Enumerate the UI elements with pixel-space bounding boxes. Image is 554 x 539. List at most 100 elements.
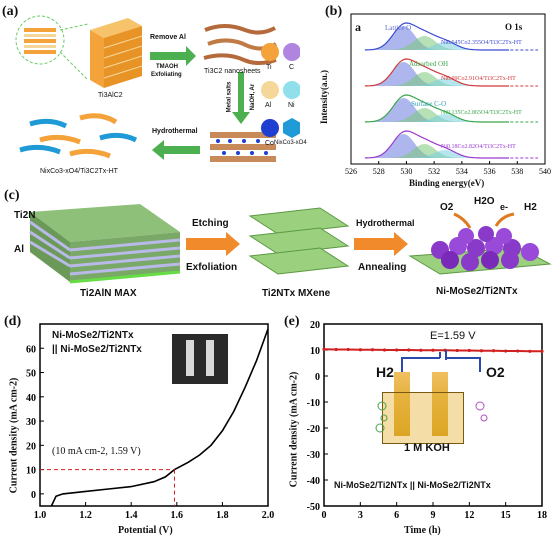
panel-c: (c) [0,188,554,302]
stab-xtick-label: 0 [322,510,327,521]
stab-xtick-label: 9 [431,510,436,521]
stab-ytick-label: -10 [307,398,320,409]
legend-ti: Ti [266,64,272,71]
product-label: NixCo3-xO4/Ti3C2Tx-HT [40,168,118,175]
arrow-etching [186,232,240,256]
mxene-label: Ti2NTx MXene [262,288,331,299]
panel-b-label: (b) [325,4,343,19]
xps-component [364,26,504,50]
lsv-xtick-label: 2.0 [262,510,275,521]
lsv-xtick-label: 1.4 [125,510,138,521]
electrode-right-e [432,372,448,436]
electrode-right [206,340,214,376]
legend-co-marker [261,119,279,137]
panel-a: (a) [0,0,307,190]
lsv-xtick-label: 1.2 [79,510,92,521]
panel-a-schematic [15,15,300,162]
xps-xtick-label: 536 [484,167,496,176]
xps-title: O 1s [505,22,523,32]
stab-ytick-label: -50 [307,502,320,513]
etching-label: Etching [192,218,229,229]
koh-label: 1 M KOH [404,442,450,454]
panel-d: (d) 1.0 1.2 1.4 1.6 1.8 2.0 0 10 20 30 40 50 60 Ni-M… [0,310,280,539]
arrow-hydrothermal-c [354,232,408,256]
lsv-xtick-label: 1.8 [216,510,229,521]
xps-component [364,62,504,86]
stab-point [540,349,544,353]
stab-ytick-label: 10 [310,346,320,357]
o2-bubble [475,401,485,411]
cell-wires [375,350,488,433]
stab-point [395,348,399,352]
stab-point [467,348,471,353]
xps-component [364,98,504,122]
stab-ytick-label: -40 [307,476,320,487]
nico-product [19,113,138,159]
stab-ytick-label: -20 [307,424,320,435]
o2-bubble [480,414,488,422]
h2-bubble [380,414,388,422]
xps-sample-3: Ni0.135Co2.865O4/Ti3C2Tx-HT [441,110,522,116]
stab-point [346,347,350,352]
xps-sample-4: Ni0.18Co2.82O4/Ti3C2Tx-HT [441,144,516,150]
lsv-ytick-label: 0 [31,490,36,501]
xps-annot-oh: Adsorbed OH [409,60,449,68]
xps-component [364,36,504,50]
stab-point [516,349,520,353]
legend-nico-marker [283,118,300,138]
product-c-label: Ni-MoSe2/Ti2NTx [436,286,518,297]
lsv-xtick-label: 1.6 [171,510,184,521]
h2-label: H2 [524,202,537,213]
arrow-hydrothermal [152,140,200,160]
legend-c-marker [283,43,300,61]
arrow-remove-al [150,46,196,66]
mxene-sheets [248,207,350,275]
stab-ytick-label: 0 [315,372,320,383]
xps-component [364,72,504,86]
h2o-label: H2O [474,196,495,207]
xps-component [364,108,504,122]
h2-bubble [375,423,385,433]
legend-ti-marker [261,43,279,61]
arrow-metal-salts [232,72,250,124]
ti3alc2-block [90,18,143,88]
lsv-ytick-label: 40 [26,393,36,404]
xps-xtick-label: 526 [345,167,357,176]
ni-mose2-product [408,212,552,275]
legend-co: Co [265,140,274,147]
legend-nico: NixCo3-xO4 [274,140,307,146]
max-stack [29,204,181,284]
xps-frame [350,13,546,165]
xps-xtick-label: 530 [400,167,412,176]
stab-xtick-label: 15 [501,510,511,521]
stab-point [431,348,435,352]
electrolyte [382,392,464,444]
hydrothermal-label: Hydrothermal [152,128,198,135]
hydrothermal-c-label: Hydrothermal [356,218,415,228]
stab-point [358,348,362,352]
cell-config-label: Ni-MoSe2/Ti2NTx || Ni-MoSe2/Ti2NTx [334,480,491,490]
lsv-ytick-label: 30 [26,417,36,428]
stab-point [479,349,484,353]
step1-line3: Exfoliating [151,72,182,78]
legend-al: Al [265,102,272,109]
ti2n-label: Ti2N [14,210,36,221]
stab-point [370,348,375,352]
al-label: Al [14,244,24,255]
stab-point [528,349,532,353]
panel-e-label: (e) [284,314,300,329]
stab-xtick-label: 18 [537,510,547,521]
xps-component [364,144,504,158]
xps-annot-lattice: Lattice O [385,24,412,32]
stab-point [407,348,411,352]
max-label: Ti2AlN MAX [80,288,137,299]
lsv-ytick-label: 50 [26,369,36,380]
xps-xtick-label: 532 [428,167,440,176]
xps-envelope [364,130,509,159]
stab-point [419,348,423,352]
stab-point [504,349,508,353]
nanosheets-label: Ti3C2 nanosheets [204,68,261,75]
xps-annot-co: Surface C-O [411,100,447,108]
metal-salts-label: Metal salts [226,81,233,113]
xps-envelope [364,22,509,51]
